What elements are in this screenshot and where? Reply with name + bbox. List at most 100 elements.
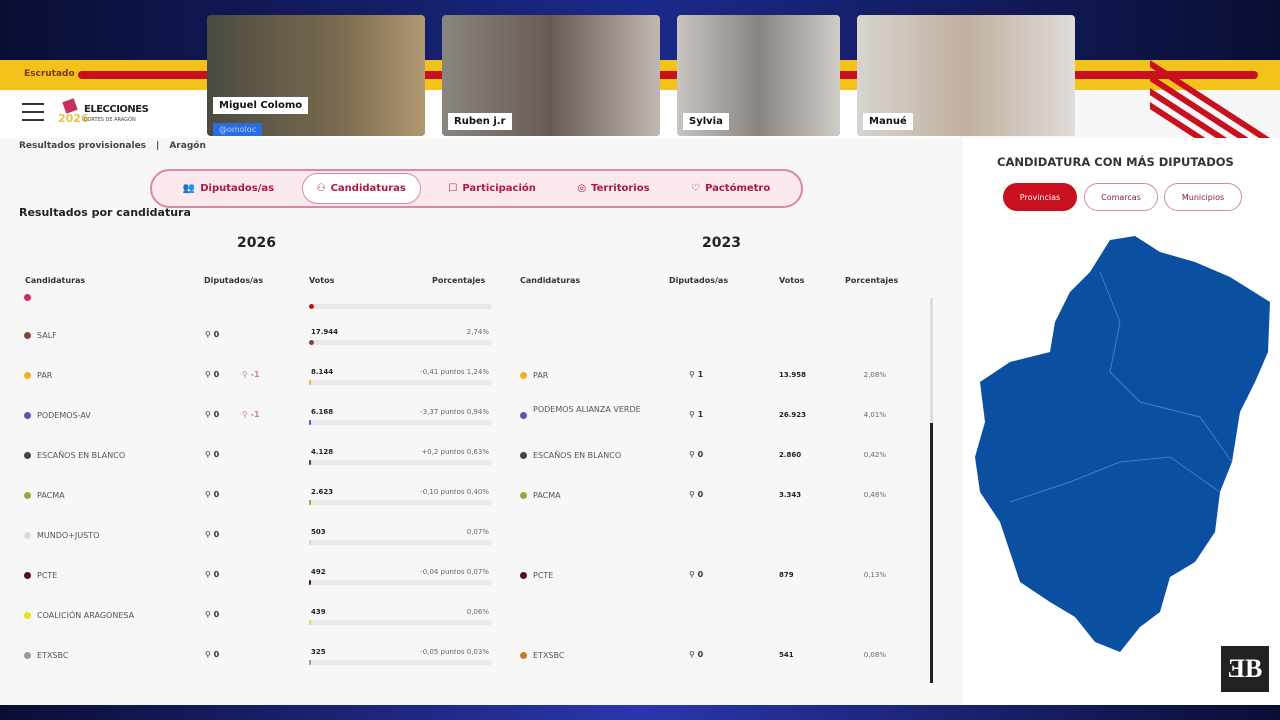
seats-count: ⚲ 0 <box>205 570 219 579</box>
party-color-dot <box>520 372 527 379</box>
ballot-icon: ☐ <box>448 183 458 194</box>
percentage: +0,2 puntos 0,63% <box>421 448 489 456</box>
percentage: 0,07% <box>466 528 489 536</box>
person-icon: ⚲ <box>205 410 211 419</box>
vote-bar <box>309 580 492 585</box>
vote-bar <box>309 420 492 425</box>
menu-icon[interactable] <box>22 103 44 121</box>
col-candidaturas-2023: Candidaturas <box>520 276 581 285</box>
votes-count: 2.623 <box>311 488 334 496</box>
section-title: Resultados por candidatura <box>19 206 191 219</box>
vote-bar-fill <box>309 460 311 465</box>
col-diputados-2023: Diputados/as <box>669 276 729 285</box>
seats-count: ⚲ 1 <box>689 410 703 419</box>
breadcrumb-aragon[interactable]: Aragón <box>169 141 206 151</box>
party-color-dot <box>24 652 31 659</box>
seats-value: 0 <box>213 650 220 659</box>
year-2026: 2026 <box>237 235 276 251</box>
person-icon: ⚲ <box>689 370 695 379</box>
person-icon: ⚲ <box>205 490 211 499</box>
vote-bar-fill <box>309 500 311 505</box>
tab-territorios[interactable]: ◎ Territorios <box>563 174 663 203</box>
filter-comarcas[interactable]: Comarcas <box>1084 183 1158 211</box>
seats-value: 0 <box>213 370 220 379</box>
logo-title: ELECCIONES <box>84 104 149 115</box>
vote-bar-fill <box>309 420 311 425</box>
seats-value: 0 <box>697 490 704 499</box>
vote-bar-fill <box>309 540 311 545</box>
seats-count: ⚲ 0 <box>205 370 219 379</box>
seats-count: ⚲ 0 <box>205 330 219 339</box>
seats-value: 0 <box>213 330 220 339</box>
party-name: ESCAÑOS EN BLANCO <box>37 451 126 460</box>
escrutado-label: Escrutado <box>24 69 75 79</box>
seats-value: 0 <box>213 570 220 579</box>
person-icon: ⚲ <box>205 650 211 659</box>
party-color-dot <box>24 412 31 419</box>
participant-handle: @omoloc <box>213 123 263 136</box>
year-2023: 2023 <box>702 235 741 251</box>
party-name: PODEMOS-AV <box>37 411 91 420</box>
seats-count: ⚲ 1 <box>689 370 703 379</box>
vote-bar <box>309 460 492 465</box>
tab-diputados[interactable]: 👥 Diputados/as <box>169 174 288 203</box>
votes-count: 26.923 <box>779 411 807 419</box>
seats-value: 0 <box>213 530 220 539</box>
tab-candidaturas[interactable]: ⚇ Candidaturas <box>301 173 421 204</box>
vote-bar <box>309 380 492 385</box>
filter-municipios[interactable]: Municipios <box>1164 183 1242 211</box>
party-name: PODEMOS ALIANZA VERDE <box>533 405 641 414</box>
filter-provincias[interactable]: Provincias <box>1003 183 1077 211</box>
party-name: PAR <box>37 371 53 380</box>
percentage: -0,05 puntos 0,03% <box>420 648 489 656</box>
person-icon: ⚲ <box>689 650 695 659</box>
party-name: PAR <box>533 371 549 380</box>
seats-count: ⚲ 0 <box>689 450 703 459</box>
person-icon: ⚲ <box>242 410 248 419</box>
party-name: PACMA <box>37 491 65 500</box>
seats-count: ⚲ 0 <box>689 650 703 659</box>
party-name: ESCAÑOS EN BLANCO <box>533 451 622 460</box>
breadcrumb-results[interactable]: Resultados provisionales <box>19 141 147 151</box>
tab-label: Pactómetro <box>705 183 771 194</box>
vote-bar-fill <box>309 580 311 585</box>
elecciones-logo[interactable]: 2026 ELECCIONES CORTES DE ARAGÓN <box>58 98 149 128</box>
aragon-map[interactable] <box>970 232 1275 662</box>
seats-value: 0 <box>697 650 704 659</box>
votes-count: 13.958 <box>779 371 807 379</box>
location-pin-icon: ◎ <box>577 183 587 194</box>
votes-count: 17.944 <box>311 328 339 336</box>
percentage: 2,08% <box>863 371 886 379</box>
party-color-dot <box>520 492 527 499</box>
shield-heart-icon: ♡ <box>691 183 701 194</box>
seats-value: 0 <box>213 610 220 619</box>
party-color-dot <box>24 332 31 339</box>
vote-bar-fill <box>309 380 312 385</box>
percentage: 0,06% <box>466 608 489 616</box>
col-votos-2023: Votos <box>779 276 805 285</box>
table-scrollbar[interactable] <box>930 298 933 683</box>
participant-name: Manué <box>863 113 913 130</box>
province-border <box>1009 456 1221 503</box>
col-diputados: Diputados/as <box>204 276 264 285</box>
party-color-dot <box>24 532 31 539</box>
party-name: PCTE <box>37 571 58 580</box>
participant-name: Sylvia <box>683 113 729 130</box>
party-color-dot <box>520 452 527 459</box>
person-icon: ⚲ <box>205 370 211 379</box>
person-icon: ⚲ <box>205 450 211 459</box>
votes-count: 8.144 <box>311 368 334 376</box>
seats-value: 0 <box>697 570 704 579</box>
col-porcentajes-2023: Porcentajes <box>845 276 899 285</box>
tab-participacion[interactable]: ☐ Participación <box>434 174 550 203</box>
province-border <box>1099 271 1233 463</box>
person-icon: ⚲ <box>689 570 695 579</box>
person-icon: ⚲ <box>689 410 695 419</box>
votes-count: 3.343 <box>779 491 802 499</box>
party-color-dot <box>520 412 527 419</box>
party-name: PACMA <box>533 491 561 500</box>
seats-value: 1 <box>697 370 704 379</box>
tab-pactometro[interactable]: ♡ Pactómetro <box>677 174 784 203</box>
party-color-dot <box>24 612 31 619</box>
person-icon: ⚲ <box>242 370 248 379</box>
